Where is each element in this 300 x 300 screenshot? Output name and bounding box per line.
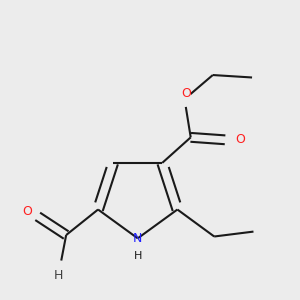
- Text: H: H: [134, 250, 142, 260]
- Text: O: O: [181, 87, 191, 100]
- Text: O: O: [235, 133, 245, 146]
- Text: N: N: [133, 232, 142, 245]
- Text: O: O: [22, 205, 32, 218]
- Text: H: H: [54, 269, 64, 282]
